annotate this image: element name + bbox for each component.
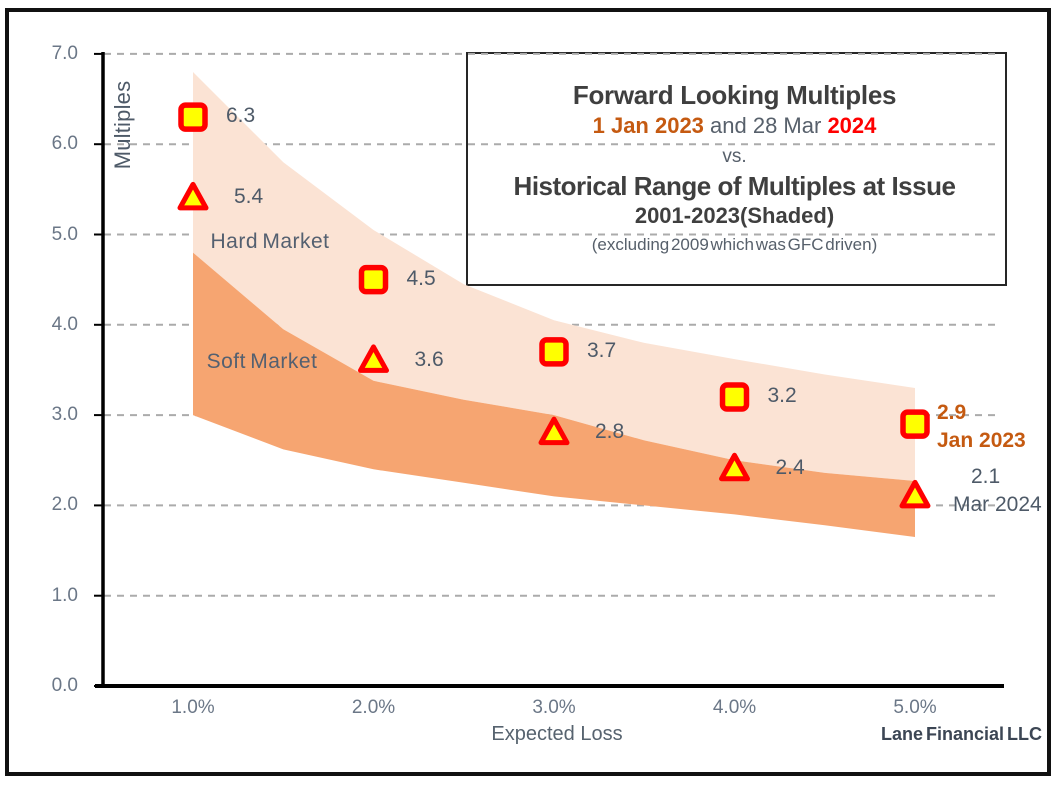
- chart-outer-border: [5, 8, 1051, 776]
- end-point-annotation: Mar 2024: [953, 493, 1042, 517]
- y-tick-label: 7.0: [51, 42, 78, 64]
- marker-square-jan-2023: [539, 337, 569, 367]
- y-tick-label: 2.0: [51, 494, 78, 516]
- marker-square-jan-2023: [358, 264, 389, 295]
- y-tick-label: 5.0: [51, 223, 78, 245]
- marker-triangle-mar-2024: [899, 479, 931, 509]
- end-point-annotation: 2.1: [971, 465, 1001, 489]
- point-value-label: 2.8: [595, 420, 625, 444]
- end-point-annotation: 2.9: [937, 401, 967, 425]
- point-value-label: 6.3: [226, 104, 256, 128]
- x-axis-title: Expected Loss: [491, 723, 623, 745]
- point-value-label: 5.4: [234, 185, 264, 209]
- point-value-label: 3.2: [767, 384, 797, 408]
- x-tick-label: 2.0%: [351, 697, 396, 718]
- hard-market-band: [193, 72, 915, 481]
- x-tick-label: 5.0%: [893, 697, 937, 718]
- marker-triangle-mar-2024: [358, 344, 389, 373]
- x-tick-label: 3.0%: [532, 697, 576, 718]
- y-tick-label: 4.0: [51, 313, 78, 335]
- source-attribution: Lane Financial LLC: [880, 724, 1042, 744]
- y-axis-title: Multiples: [110, 80, 135, 170]
- y-tick-label: 3.0: [51, 404, 78, 426]
- y-tick-label: 0.0: [51, 675, 78, 696]
- point-value-label: 4.5: [406, 266, 436, 290]
- marker-square-jan-2023: [178, 102, 208, 132]
- end-point-annotation: Jan 2023: [937, 429, 1026, 453]
- x-tick-label: 1.0%: [171, 697, 215, 718]
- soft-market-label: Soft Market: [206, 350, 318, 373]
- marker-triangle-mar-2024: [719, 452, 750, 482]
- y-tick-label: 1.0: [51, 584, 78, 606]
- point-value-label: 3.6: [414, 347, 444, 371]
- title-box-border: [466, 52, 1007, 286]
- x-tick-label: 4.0%: [712, 697, 757, 718]
- marker-triangle-mar-2024: [177, 181, 209, 211]
- point-value-label: 2.4: [775, 456, 805, 480]
- hard-market-label: Hard Market: [210, 230, 330, 253]
- y-tick-label: 6.0: [51, 133, 78, 155]
- marker-square-jan-2023: [719, 382, 750, 412]
- marker-triangle-mar-2024: [538, 416, 570, 446]
- marker-square-jan-2023: [900, 409, 930, 439]
- point-value-label: 3.7: [587, 338, 617, 362]
